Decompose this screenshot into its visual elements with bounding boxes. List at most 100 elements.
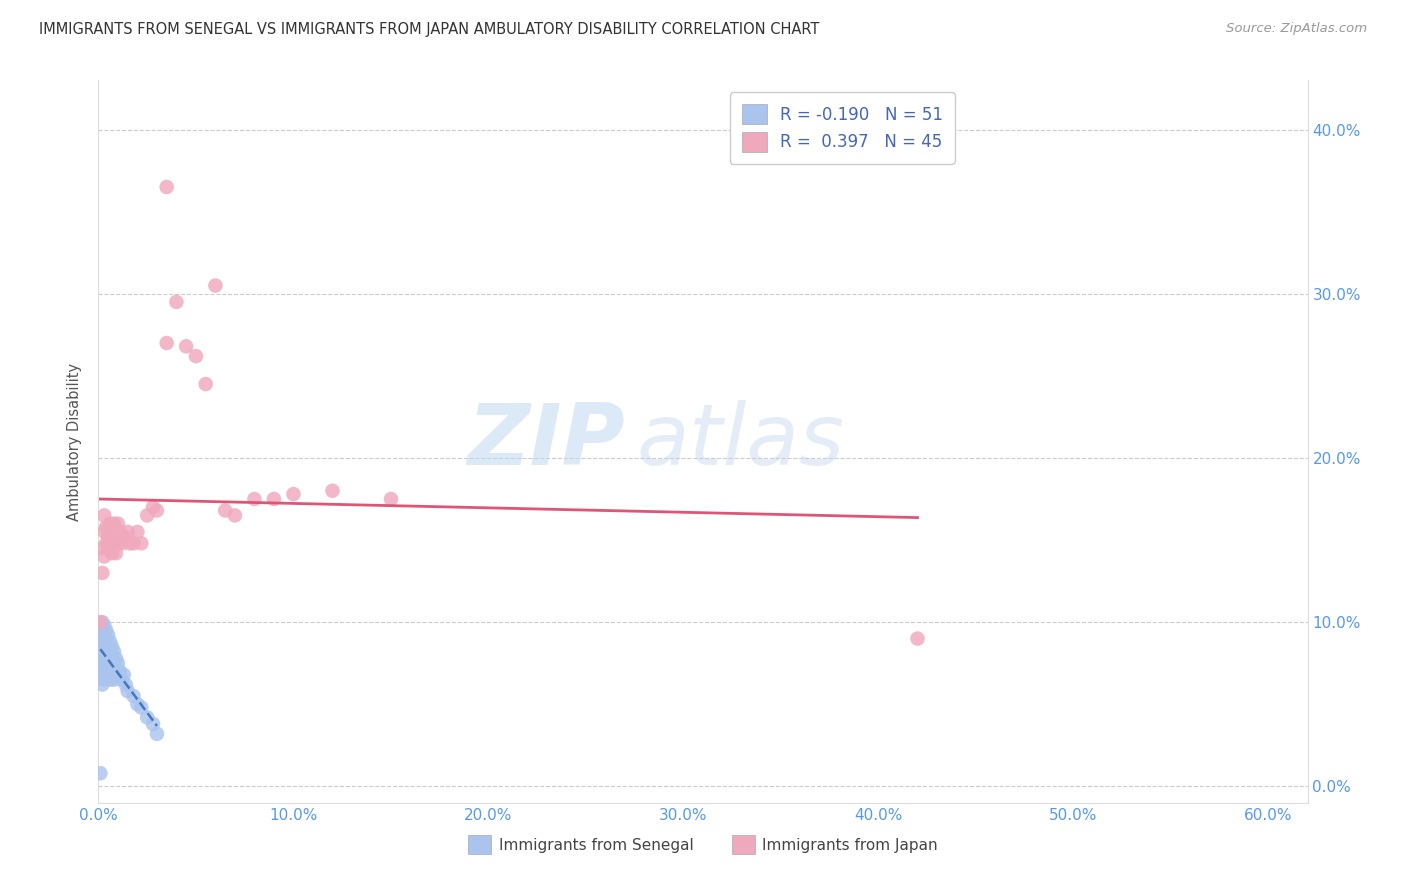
Point — [93, 661, 115, 675]
Y-axis label: Ambulatory Disability: Ambulatory Disability — [67, 362, 83, 521]
Point — [136, 508, 159, 523]
Point — [98, 673, 121, 687]
Point — [93, 618, 115, 632]
Point — [103, 516, 125, 531]
Point — [107, 516, 129, 531]
Point — [131, 536, 153, 550]
Point — [224, 508, 246, 523]
Point — [146, 727, 169, 741]
Point — [93, 651, 115, 665]
Point — [117, 524, 139, 539]
Point — [114, 677, 136, 691]
Point — [97, 640, 120, 654]
Point — [146, 503, 169, 517]
Point — [108, 665, 131, 679]
Point — [243, 491, 266, 506]
Point — [97, 651, 120, 665]
Point — [103, 645, 125, 659]
Point — [91, 635, 114, 649]
Point — [98, 645, 121, 659]
Point — [101, 640, 124, 654]
Point — [91, 645, 114, 659]
Point — [91, 677, 114, 691]
Point — [97, 541, 120, 556]
Point — [127, 524, 149, 539]
Point — [93, 635, 115, 649]
Point — [104, 546, 127, 560]
Point — [96, 645, 118, 659]
Point — [101, 524, 124, 539]
Point — [117, 684, 139, 698]
Point — [103, 673, 125, 687]
Point — [93, 673, 115, 687]
Point — [91, 566, 114, 580]
Point — [263, 491, 285, 506]
Point — [111, 536, 134, 550]
Point — [97, 628, 120, 642]
Point — [194, 377, 217, 392]
Point — [283, 487, 305, 501]
Point — [107, 657, 129, 671]
Point — [136, 710, 159, 724]
Point — [89, 635, 111, 649]
Point — [89, 615, 111, 630]
Point — [93, 524, 115, 539]
Point — [104, 651, 127, 665]
Point — [97, 530, 120, 544]
Point — [103, 536, 125, 550]
Point — [98, 657, 121, 671]
Point — [91, 665, 114, 679]
Point — [108, 524, 131, 539]
Point — [111, 673, 134, 687]
Point — [89, 766, 111, 780]
Point — [96, 655, 118, 669]
Point — [122, 536, 145, 550]
Point — [214, 503, 236, 517]
Point — [142, 717, 165, 731]
Point — [321, 483, 343, 498]
Point — [97, 667, 120, 681]
Point — [380, 491, 402, 506]
Point — [104, 667, 127, 681]
Point — [93, 549, 115, 564]
Point — [103, 657, 125, 671]
Point — [156, 336, 179, 351]
Point — [174, 339, 197, 353]
Point — [156, 180, 179, 194]
Point — [112, 530, 135, 544]
Point — [118, 536, 141, 550]
Point — [98, 516, 121, 531]
Point — [112, 667, 135, 681]
Text: Source: ZipAtlas.com: Source: ZipAtlas.com — [1226, 22, 1367, 36]
Point — [91, 615, 114, 630]
Point — [165, 295, 187, 310]
Point — [96, 635, 118, 649]
Point — [127, 698, 149, 712]
Point — [96, 624, 118, 638]
Point — [96, 520, 118, 534]
Text: IMMIGRANTS FROM SENEGAL VS IMMIGRANTS FROM JAPAN AMBULATORY DISABILITY CORRELATI: IMMIGRANTS FROM SENEGAL VS IMMIGRANTS FR… — [39, 22, 820, 37]
Point — [101, 667, 124, 681]
Point — [93, 645, 115, 659]
Point — [101, 651, 124, 665]
Point — [131, 700, 153, 714]
Text: ZIP: ZIP — [467, 400, 624, 483]
Point — [93, 628, 115, 642]
Point — [91, 624, 114, 638]
Point — [184, 349, 207, 363]
Legend: Immigrants from Senegal, Immigrants from Japan: Immigrants from Senegal, Immigrants from… — [463, 830, 943, 860]
Text: atlas: atlas — [637, 400, 845, 483]
Point — [93, 508, 115, 523]
Point — [204, 278, 226, 293]
Point — [98, 635, 121, 649]
Point — [122, 689, 145, 703]
Point — [89, 645, 111, 659]
Point — [98, 536, 121, 550]
Point — [89, 657, 111, 671]
Point — [89, 624, 111, 638]
Point — [91, 541, 114, 556]
Point — [107, 536, 129, 550]
Point — [907, 632, 929, 646]
Point — [101, 546, 124, 560]
Point — [96, 665, 118, 679]
